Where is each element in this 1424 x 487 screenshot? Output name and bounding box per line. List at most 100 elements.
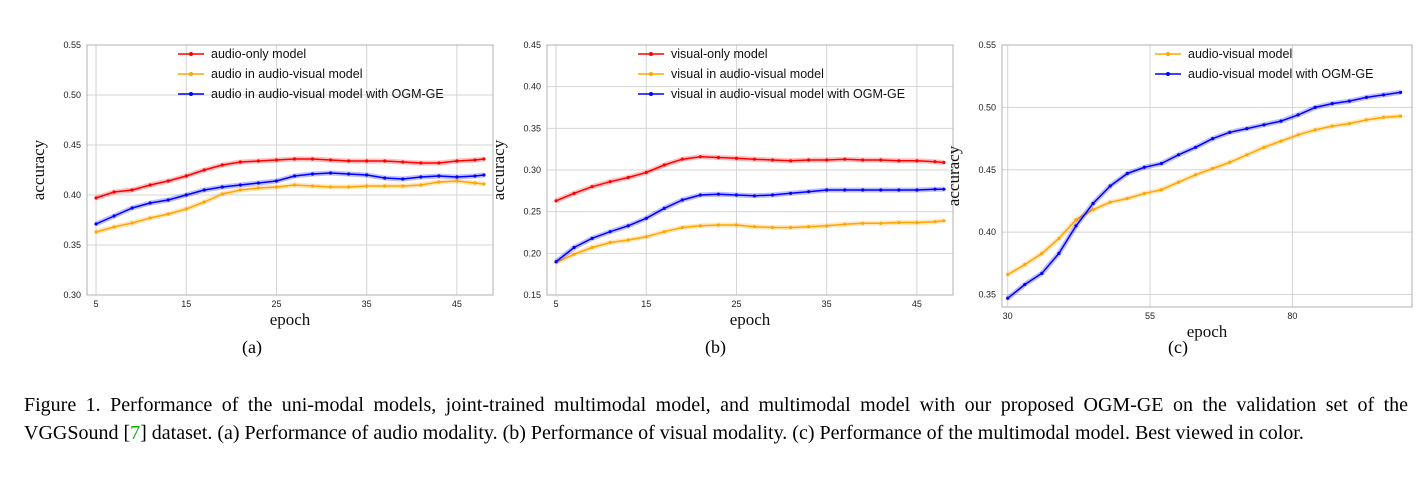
data-point — [1381, 115, 1386, 119]
legend-label: audio-visual model with OGM-GE — [1188, 67, 1373, 81]
data-point — [1211, 136, 1215, 141]
data-point — [1211, 166, 1215, 171]
data-point — [184, 207, 188, 211]
data-point — [1023, 282, 1027, 287]
data-point — [942, 187, 946, 191]
data-point — [419, 161, 423, 165]
data-point — [365, 184, 369, 188]
sublabel-b: (b) — [705, 337, 726, 357]
data-point — [1313, 128, 1317, 132]
data-point — [1006, 296, 1010, 300]
data-point — [1194, 145, 1198, 149]
data-point — [843, 222, 847, 226]
data-point — [148, 183, 152, 187]
data-point — [220, 185, 224, 189]
y-tick-label: 0.45 — [63, 140, 81, 150]
data-point — [915, 220, 919, 225]
data-point — [184, 193, 188, 197]
data-point — [482, 182, 486, 186]
x-tick-label: 80 — [1287, 311, 1297, 321]
series-line — [1007, 115, 1401, 276]
data-point — [680, 225, 684, 230]
legend-marker — [649, 52, 653, 56]
y-tick-label: 0.35 — [978, 290, 996, 300]
data-point — [401, 160, 405, 164]
x-tick-label: 25 — [731, 299, 741, 309]
data-point — [590, 245, 594, 250]
data-point — [770, 193, 775, 197]
legend-marker — [189, 92, 193, 96]
legend-entry: visual in audio-visual model with OGM-GE — [638, 87, 905, 101]
data-point — [256, 186, 261, 190]
data-point — [292, 174, 297, 178]
data-point — [897, 188, 901, 192]
data-point — [1040, 271, 1044, 275]
data-point — [130, 221, 134, 225]
data-point — [843, 188, 847, 192]
data-point — [1347, 99, 1351, 103]
grid-a — [87, 44, 493, 296]
chart-c-svg: 30 55 80 0.35 0.40 0.45 0.50 0.55 epoch accuracy a… — [944, 40, 1413, 341]
data-point — [455, 179, 459, 183]
data-point — [608, 240, 612, 245]
data-point — [238, 160, 242, 164]
data-point — [94, 230, 98, 234]
data-point — [662, 230, 666, 234]
data-point — [789, 225, 793, 230]
caption-text-before: Figure 1. Performance of the uni-modal m… — [24, 394, 1408, 444]
data-point — [734, 193, 739, 197]
data-point — [1091, 201, 1095, 206]
data-point — [1074, 224, 1078, 228]
data-point — [94, 196, 98, 200]
data-point — [347, 185, 351, 189]
data-point — [789, 191, 793, 195]
data-point — [238, 188, 242, 192]
legend-entry: audio-visual model — [1155, 47, 1292, 61]
data-point — [329, 185, 333, 189]
data-point — [1262, 123, 1266, 127]
legend-marker — [189, 52, 193, 56]
data-point — [590, 185, 594, 189]
y-tick-label: 0.45 — [523, 40, 541, 50]
chart-a-svg: 5 15 25 35 45 0.30 0.35 0.40 0.45 0.50 0.55 epoch ac… — [29, 40, 494, 329]
data-point — [347, 172, 351, 176]
data-point — [202, 188, 206, 192]
data-point — [608, 230, 612, 234]
data-point — [915, 159, 919, 163]
data-point — [1074, 218, 1078, 222]
legend-label: audio in audio-visual model with OGM-GE — [211, 87, 444, 101]
data-point — [789, 159, 793, 163]
data-point — [1194, 173, 1198, 177]
data-point — [698, 193, 702, 197]
x-tick-label: 45 — [912, 299, 922, 309]
data-point — [329, 171, 333, 175]
data-point — [383, 159, 387, 163]
series-audio-in-audio-visual-model-with-ogm-ge — [94, 170, 486, 227]
data-point — [220, 163, 224, 167]
data-point — [166, 179, 170, 183]
data-point — [455, 175, 459, 179]
data-point — [626, 224, 630, 228]
data-point — [716, 192, 721, 196]
data-point — [825, 224, 829, 228]
data-point — [1381, 93, 1386, 97]
data-point — [1364, 118, 1369, 122]
data-point — [274, 158, 279, 162]
data-point — [1279, 139, 1283, 143]
data-point — [310, 184, 315, 188]
series-audio-in-audio-visual-model — [94, 178, 486, 235]
data-point — [310, 172, 315, 176]
legend-marker — [1166, 72, 1170, 76]
series-audio-only-model — [94, 156, 486, 201]
x-axis-title: epoch — [1187, 322, 1228, 341]
data-point — [1159, 161, 1164, 166]
data-point — [807, 225, 811, 229]
caption-citation-link[interactable]: 7 — [130, 422, 141, 444]
data-point — [401, 184, 405, 188]
data-point — [861, 188, 865, 192]
legend-entry: audio-visual model with OGM-GE — [1155, 67, 1373, 81]
data-point — [1176, 153, 1181, 157]
data-point — [347, 159, 351, 163]
data-point — [1330, 124, 1334, 128]
data-point — [1023, 262, 1027, 267]
